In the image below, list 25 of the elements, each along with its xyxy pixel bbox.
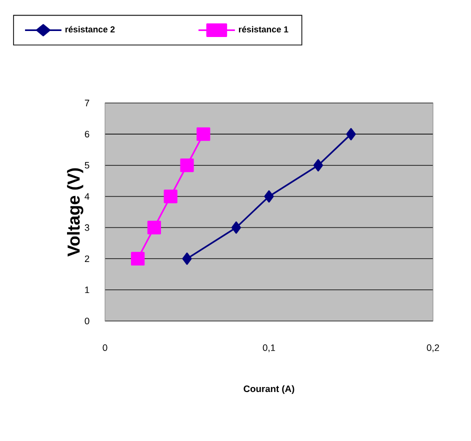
- point: [231, 221, 241, 234]
- legend-label: résistance 1: [238, 26, 288, 32]
- y-tick-label: 7: [84, 100, 90, 106]
- point: [180, 158, 194, 172]
- point: [346, 128, 356, 140]
- y-tick-label: 2: [84, 255, 90, 262]
- x-tick-label: 0,1: [262, 344, 276, 352]
- point: [182, 252, 192, 265]
- point: [313, 159, 323, 172]
- point: [147, 220, 162, 234]
- x-axis-title: Courant (A): [244, 385, 294, 394]
- y-axis-title: Voltage (V): [67, 168, 84, 256]
- x-tick-label: 0,2: [426, 344, 440, 352]
- legend-label: résistance 2: [65, 26, 115, 32]
- point: [164, 190, 178, 204]
- point: [264, 190, 274, 203]
- y-tick-label: 1: [85, 286, 90, 294]
- y-tick-label: 5: [84, 162, 90, 169]
- y-tick-label: 6: [84, 130, 90, 138]
- y-tick-label: 3: [84, 224, 90, 231]
- point: [196, 127, 210, 141]
- y-tick-label: 0: [84, 318, 90, 324]
- y-tick-label: 4: [84, 193, 90, 200]
- x-tick-label: 0: [102, 344, 108, 351]
- point: [131, 252, 145, 266]
